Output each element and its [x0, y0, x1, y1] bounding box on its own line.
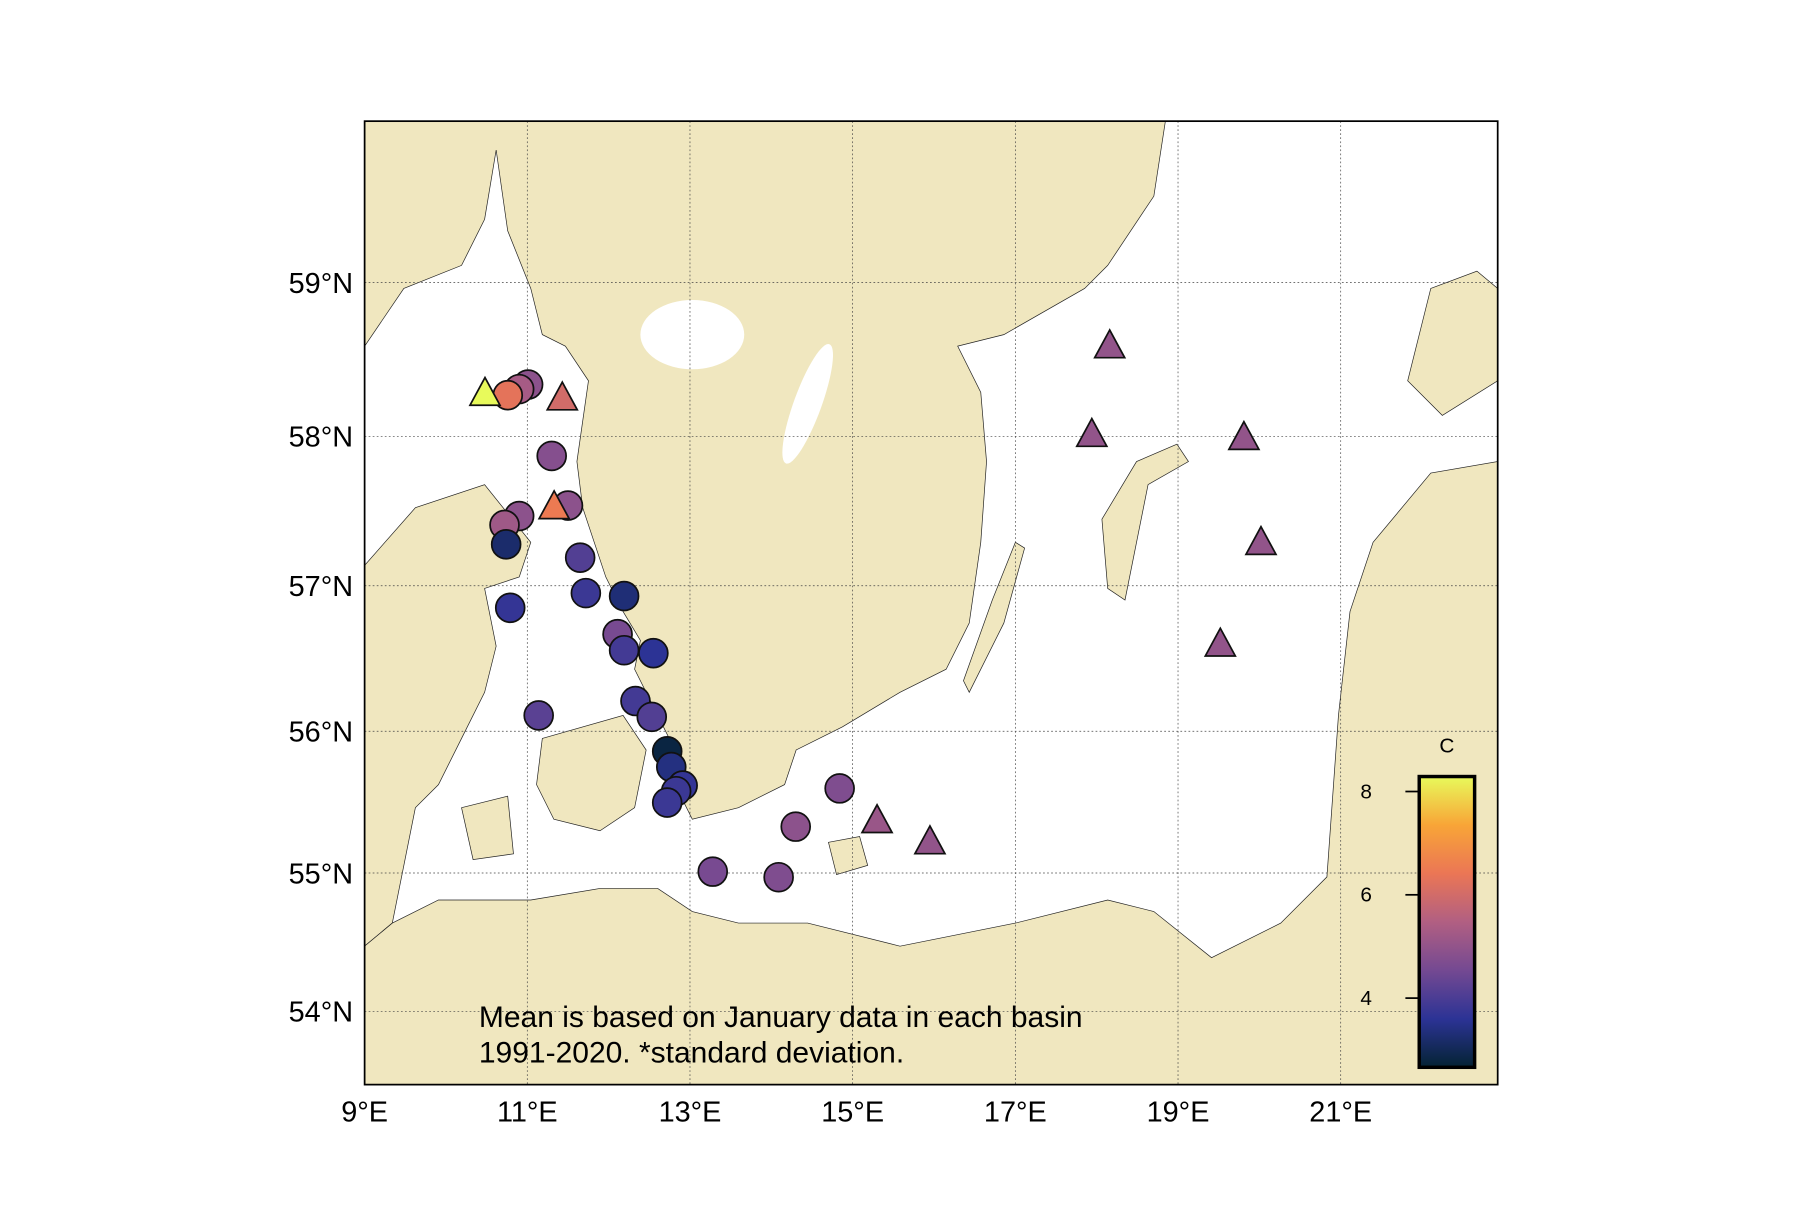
station-circle	[536, 440, 567, 472]
southern-coast	[364, 461, 1498, 1085]
station-circle	[636, 701, 668, 733]
saaremaa	[1407, 270, 1498, 416]
station-triangle	[1244, 524, 1278, 556]
bornholm	[828, 836, 869, 876]
annotation-line: 1991-2020. *standard deviation.	[479, 1037, 904, 1070]
station-circle	[763, 861, 794, 893]
station-triangle	[537, 489, 571, 520]
station-triangle	[1227, 419, 1261, 451]
station-triangle	[913, 824, 947, 855]
station-circle	[523, 700, 554, 731]
stations	[468, 328, 1278, 893]
station-circle	[570, 577, 602, 609]
colorbar-ticks: 4 6 8	[1360, 780, 1420, 1010]
y-tick-label: 59°N	[289, 268, 353, 300]
station-triangle	[545, 380, 579, 411]
annotation-line: Mean is based on January data in each ba…	[479, 1001, 1083, 1034]
land	[364, 121, 1498, 1085]
station-circle	[490, 529, 522, 560]
y-tick-label: 56°N	[289, 717, 353, 749]
x-tick-label: 13°E	[659, 1097, 722, 1129]
colorbar-tick-label: 6	[1360, 884, 1372, 907]
jutland	[364, 484, 532, 947]
station-circle	[638, 637, 669, 669]
colorbar-tick-label: 8	[1360, 780, 1372, 803]
gotland	[1101, 443, 1189, 601]
y-tick-label: 55°N	[289, 858, 353, 890]
x-tick-label: 17°E	[984, 1097, 1047, 1129]
x-tick-label: 9°E	[341, 1097, 388, 1129]
station-circle	[494, 592, 526, 624]
x-tick-label: 15°E	[821, 1097, 884, 1129]
station-circle	[608, 634, 640, 666]
x-tick-label: 21°E	[1309, 1097, 1372, 1129]
station-circle	[564, 542, 596, 573]
y-tick-label: 57°N	[289, 571, 353, 603]
station-circle	[608, 580, 640, 612]
y-tick-label: 58°N	[289, 422, 353, 454]
station-triangle	[468, 375, 502, 407]
map-frame	[363, 120, 1499, 1086]
scandinavia	[364, 121, 1166, 820]
station-triangle	[1093, 328, 1127, 359]
lake	[782, 344, 833, 464]
station-circle	[780, 811, 812, 842]
station-circle	[824, 773, 855, 804]
colorbar	[1417, 774, 1477, 1070]
station-circle	[651, 787, 683, 818]
y-tick-label: 54°N	[289, 997, 353, 1029]
funen	[461, 795, 514, 861]
colorbar-tick-label: 4	[1360, 987, 1372, 1010]
x-tick-label: 19°E	[1147, 1097, 1210, 1129]
colorbar-label: C	[1439, 734, 1454, 757]
station-triangle	[1203, 626, 1237, 657]
lake	[640, 300, 745, 370]
zealand	[536, 714, 647, 832]
station-circle	[697, 856, 729, 887]
station-triangle	[1075, 416, 1109, 448]
station-triangle	[860, 803, 894, 834]
x-tick-label: 11°E	[497, 1097, 558, 1129]
